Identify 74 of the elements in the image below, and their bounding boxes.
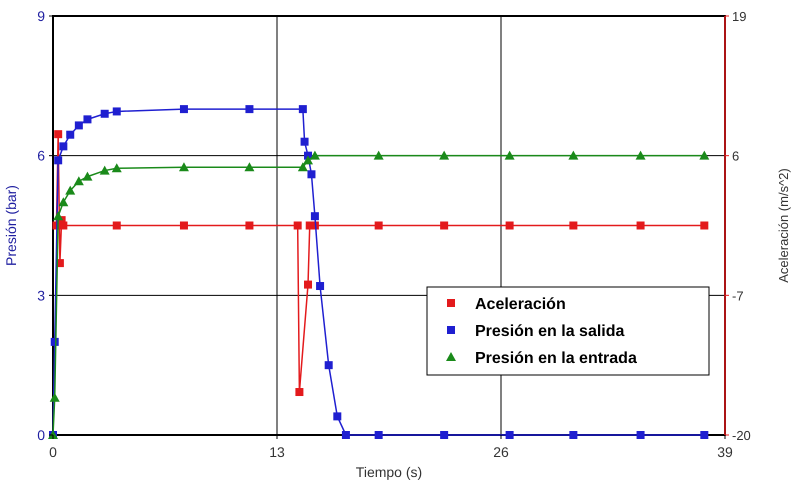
point xyxy=(83,115,92,124)
point xyxy=(298,162,308,172)
point xyxy=(59,142,68,150)
point xyxy=(50,392,60,402)
y2-tick-label: 19 xyxy=(732,9,746,24)
y2-axis-title: Aceleración (m/s^2) xyxy=(776,168,791,283)
y2-tick-label: -20 xyxy=(732,428,751,443)
y-axis-title: Presión (bar) xyxy=(3,185,19,266)
point xyxy=(636,431,645,439)
point xyxy=(180,105,188,114)
point xyxy=(310,150,320,160)
x-tick-label: 13 xyxy=(269,444,285,460)
point xyxy=(699,150,710,160)
point xyxy=(244,162,254,172)
point xyxy=(307,170,316,178)
point xyxy=(54,130,62,138)
y-tick-label: 3 xyxy=(37,287,46,304)
point xyxy=(66,130,74,139)
point xyxy=(316,282,324,290)
point xyxy=(82,172,92,181)
point xyxy=(374,431,383,439)
point xyxy=(100,166,110,175)
point xyxy=(568,150,578,160)
x-tick-label: 39 xyxy=(717,444,733,460)
point xyxy=(636,150,646,160)
point xyxy=(333,412,342,420)
point xyxy=(569,431,578,439)
point xyxy=(300,138,309,146)
point xyxy=(440,431,448,439)
point xyxy=(245,105,254,114)
point xyxy=(245,222,254,230)
point xyxy=(178,162,189,172)
point xyxy=(294,222,302,230)
point xyxy=(569,222,578,230)
y-tick-label: 9 xyxy=(37,8,46,24)
point xyxy=(112,107,121,116)
point xyxy=(180,222,188,230)
point xyxy=(324,361,333,370)
point xyxy=(65,186,76,195)
y2-tick-label: 6 xyxy=(732,148,740,164)
point xyxy=(74,121,83,130)
point xyxy=(112,163,122,172)
point xyxy=(506,222,514,230)
x-tick-label: 26 xyxy=(493,444,509,460)
point xyxy=(295,388,304,396)
point xyxy=(440,222,448,230)
legend-label: Aceleración xyxy=(475,296,566,313)
point xyxy=(506,431,514,439)
legend-label: Presión en la salida xyxy=(475,323,624,340)
point xyxy=(112,222,121,230)
y-tick-label: 0 xyxy=(37,427,46,443)
y2-tick-label: -7 xyxy=(732,288,744,304)
point xyxy=(303,155,314,164)
point xyxy=(53,211,64,220)
point xyxy=(439,150,450,160)
point xyxy=(54,156,62,164)
point xyxy=(636,222,645,230)
point xyxy=(58,197,68,206)
point xyxy=(298,105,307,114)
point xyxy=(700,222,708,230)
point xyxy=(374,222,383,230)
legend-label: Presión en la entrada xyxy=(475,350,637,367)
x-tick-label: 0 xyxy=(49,444,58,460)
y-tick-label: 6 xyxy=(37,148,46,164)
point xyxy=(59,222,68,230)
x-axis-title: Tiempo (s) xyxy=(356,464,422,480)
point xyxy=(504,150,515,160)
point xyxy=(100,110,109,118)
point xyxy=(374,150,384,160)
point xyxy=(74,176,84,186)
point xyxy=(304,280,312,289)
point xyxy=(700,431,708,439)
point xyxy=(342,431,350,439)
point xyxy=(310,212,319,220)
